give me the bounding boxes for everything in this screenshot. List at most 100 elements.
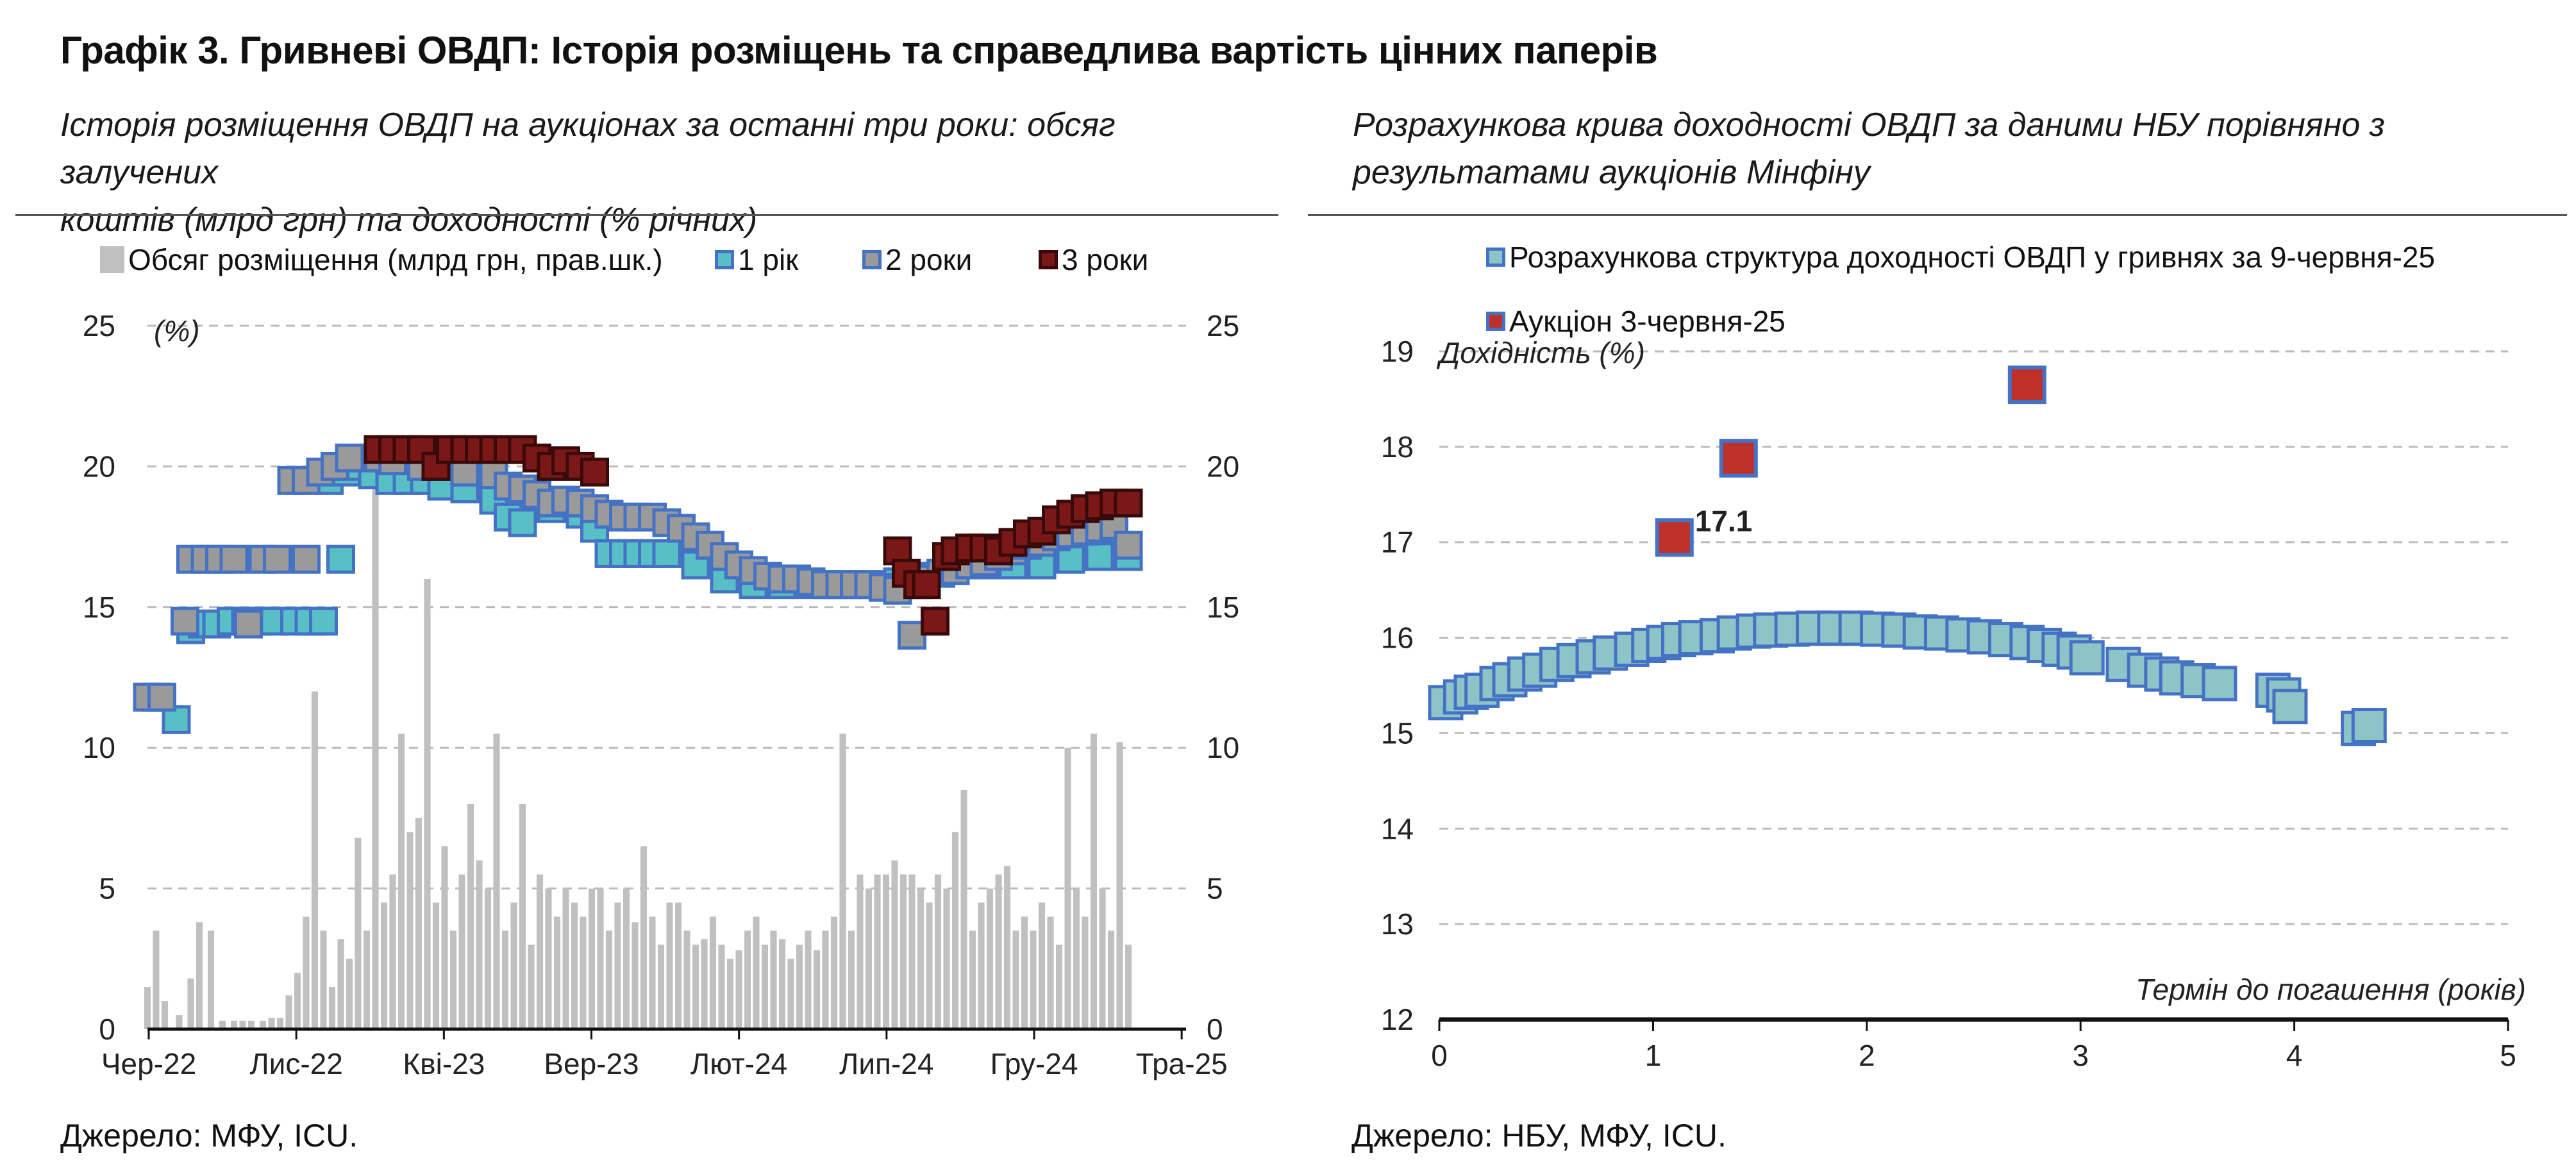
volume-bar	[545, 888, 552, 1029]
left-x-tick-label: Лип-24	[839, 1047, 933, 1080]
volume-bar	[960, 790, 967, 1029]
legend-1y: 1 рік	[715, 242, 798, 277]
two-year-marker	[147, 682, 176, 712]
volume-bar	[934, 874, 942, 1029]
volume-bar	[726, 959, 734, 1029]
left-x-tick-label: Кві-23	[403, 1047, 485, 1080]
volume-bar	[449, 930, 457, 1029]
left-y2-tick-label: 10	[1207, 731, 1239, 764]
volume-bar	[239, 1020, 246, 1029]
right-x-tick-label: 5	[2500, 1039, 2516, 1072]
volume-bar	[666, 902, 673, 1029]
volume-bar	[484, 888, 492, 1029]
volume-bar	[588, 888, 596, 1029]
volume-bar	[623, 888, 630, 1029]
volume-bar	[605, 930, 613, 1029]
volume-bar	[493, 734, 500, 1029]
volume-bar	[276, 1018, 284, 1029]
left-y2-tick-label: 0	[1207, 1012, 1223, 1046]
volume-bar	[796, 945, 803, 1029]
right-y-tick-label: 13	[1381, 907, 1414, 941]
legend-2y: 2 роки	[862, 242, 972, 277]
left-x-tick-label: Лис-22	[249, 1047, 342, 1080]
right-y-tick-label: 14	[1381, 812, 1414, 845]
volume-bar	[1012, 930, 1019, 1029]
volume-bar	[839, 734, 846, 1029]
volume-bar	[857, 874, 864, 1029]
auction-marker	[1655, 518, 1694, 557]
volume-bar	[995, 874, 1002, 1029]
volume-bar	[406, 832, 414, 1029]
volume-bar	[424, 578, 431, 1029]
one-year-marker	[1085, 542, 1114, 571]
right-y-tick-label: 19	[1381, 335, 1414, 368]
volume-bar	[891, 860, 898, 1029]
legend-2y-label: 2 роки	[885, 243, 973, 276]
volume-bar	[943, 888, 950, 1029]
volume-bar	[161, 1001, 169, 1029]
volume-bar	[363, 930, 371, 1029]
left-y2-tick-label: 25	[1207, 309, 1239, 342]
volume-bar	[674, 902, 682, 1029]
volume-bar	[1107, 930, 1115, 1029]
left-y-unit: (%)	[154, 314, 200, 348]
volume-bar	[899, 874, 907, 1029]
legend-curve-label: Розрахункова структура доходності ОВДП у…	[1509, 240, 2436, 274]
volume-bar	[580, 916, 587, 1029]
volume-bar	[813, 950, 821, 1029]
two-year-marker	[263, 544, 292, 574]
right-y-tick-label: 16	[1381, 621, 1414, 655]
volume-bar	[1073, 888, 1080, 1029]
volume-bar	[219, 1020, 226, 1029]
two-year-marker	[234, 609, 263, 639]
volume-bar	[787, 959, 794, 1029]
volume-bar	[380, 902, 388, 1029]
right-title-rule	[1308, 214, 2567, 216]
volume-bar	[830, 916, 838, 1029]
volume-bar	[519, 803, 526, 1029]
one-year-marker	[508, 508, 537, 537]
legend-3y: 3 роки	[1039, 242, 1148, 277]
volume-bar	[510, 902, 517, 1029]
volume-bar	[1082, 916, 1089, 1029]
volume-bar	[259, 1020, 267, 1029]
legend-auction-label: Аукціон 3-червня-25	[1509, 305, 1786, 338]
right-subtitle-line1: Розрахункова крива доходності ОВДП за да…	[1353, 106, 2385, 144]
volume-bar	[865, 888, 873, 1029]
volume-bar	[649, 916, 656, 1029]
volume-bar	[1125, 945, 1132, 1029]
volume-bar	[328, 987, 336, 1029]
volume-bar	[683, 930, 690, 1029]
yield-curve-marker	[2202, 666, 2237, 701]
volume-bar	[1055, 945, 1063, 1029]
volume-bar	[770, 930, 777, 1029]
right-chart-subtitle: Розрахункова крива доходності ОВДП за да…	[1353, 101, 2558, 196]
volume-bar	[709, 916, 717, 1029]
right-x-axis-label: Термін до погашення (років)	[2136, 973, 2526, 1006]
volume-bar	[882, 874, 890, 1029]
three-year-swatch-icon	[1039, 250, 1058, 269]
volume-bar	[1047, 916, 1054, 1029]
left-x-tick-label: Тра-25	[1136, 1047, 1228, 1080]
volume-bar	[1099, 888, 1106, 1029]
volume-bar	[874, 874, 881, 1029]
volume-bar	[294, 973, 301, 1029]
one-year-swatch-icon	[715, 250, 734, 269]
volume-bar	[614, 902, 621, 1029]
volume-bar	[176, 1015, 183, 1029]
volume-bar	[501, 930, 509, 1029]
volume-bar	[187, 979, 194, 1029]
volume-bar	[1038, 902, 1046, 1029]
left-subtitle-line1: Історія розміщення ОВДП на аукціонах за …	[60, 106, 1116, 191]
volume-bar	[389, 874, 396, 1029]
volume-bar	[196, 922, 203, 1029]
volume-bar	[978, 902, 985, 1029]
one-year-marker	[652, 539, 682, 568]
volume-bar	[458, 874, 465, 1029]
left-y-tick-label: 10	[83, 731, 115, 764]
volume-bar	[1064, 748, 1071, 1029]
volume-bar	[657, 945, 665, 1029]
volume-bar	[805, 930, 812, 1029]
volume-bar	[1003, 866, 1011, 1029]
